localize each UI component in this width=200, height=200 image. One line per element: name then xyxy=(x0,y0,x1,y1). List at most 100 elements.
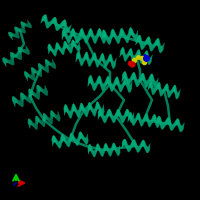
Polygon shape xyxy=(140,75,141,83)
Polygon shape xyxy=(9,33,12,38)
Polygon shape xyxy=(92,55,93,63)
Polygon shape xyxy=(38,117,40,123)
Polygon shape xyxy=(48,60,51,66)
Polygon shape xyxy=(62,134,63,141)
Polygon shape xyxy=(38,117,40,123)
Polygon shape xyxy=(144,77,145,84)
Polygon shape xyxy=(155,116,156,123)
Polygon shape xyxy=(18,48,21,54)
Polygon shape xyxy=(120,30,121,38)
Polygon shape xyxy=(98,76,99,84)
Polygon shape xyxy=(55,18,56,25)
Polygon shape xyxy=(129,49,131,55)
Polygon shape xyxy=(18,50,21,55)
Polygon shape xyxy=(124,139,125,145)
Polygon shape xyxy=(79,133,80,139)
Polygon shape xyxy=(165,84,167,91)
Polygon shape xyxy=(5,58,9,63)
Polygon shape xyxy=(83,105,84,113)
Polygon shape xyxy=(21,23,24,28)
Polygon shape xyxy=(124,71,125,79)
Polygon shape xyxy=(139,36,141,43)
Polygon shape xyxy=(131,75,132,82)
Polygon shape xyxy=(21,22,24,27)
Polygon shape xyxy=(39,63,42,69)
Polygon shape xyxy=(19,47,23,52)
Polygon shape xyxy=(114,80,115,88)
Polygon shape xyxy=(139,51,140,58)
Polygon shape xyxy=(157,117,158,123)
Polygon shape xyxy=(156,84,157,91)
Polygon shape xyxy=(23,22,26,26)
Polygon shape xyxy=(147,37,148,44)
Polygon shape xyxy=(130,112,131,119)
Polygon shape xyxy=(106,144,107,151)
Polygon shape xyxy=(45,63,48,69)
Polygon shape xyxy=(131,49,132,56)
Polygon shape xyxy=(138,35,139,42)
Polygon shape xyxy=(165,84,166,91)
Polygon shape xyxy=(21,48,24,53)
Polygon shape xyxy=(137,36,139,43)
Polygon shape xyxy=(109,78,110,86)
Polygon shape xyxy=(62,135,63,142)
Polygon shape xyxy=(72,41,73,48)
Polygon shape xyxy=(17,27,21,32)
Polygon shape xyxy=(154,114,155,121)
Polygon shape xyxy=(122,28,123,36)
Polygon shape xyxy=(46,59,49,65)
Polygon shape xyxy=(122,47,123,54)
Polygon shape xyxy=(145,51,146,58)
Polygon shape xyxy=(168,118,169,124)
Polygon shape xyxy=(179,122,180,129)
Polygon shape xyxy=(18,47,22,52)
Polygon shape xyxy=(98,144,99,151)
Polygon shape xyxy=(147,53,148,60)
Polygon shape xyxy=(128,115,129,121)
Polygon shape xyxy=(55,20,57,27)
Polygon shape xyxy=(129,49,130,56)
Polygon shape xyxy=(31,70,34,75)
Polygon shape xyxy=(139,115,140,122)
Polygon shape xyxy=(67,43,68,50)
Polygon shape xyxy=(35,69,38,75)
Polygon shape xyxy=(89,102,90,110)
Polygon shape xyxy=(79,134,80,141)
Polygon shape xyxy=(31,68,34,74)
Polygon shape xyxy=(128,51,129,58)
Polygon shape xyxy=(12,98,15,104)
Polygon shape xyxy=(136,38,137,45)
Polygon shape xyxy=(16,98,19,105)
Polygon shape xyxy=(159,42,160,49)
Polygon shape xyxy=(136,114,137,121)
Polygon shape xyxy=(25,71,28,77)
Polygon shape xyxy=(123,49,124,56)
Polygon shape xyxy=(87,53,88,60)
Polygon shape xyxy=(159,86,161,93)
Polygon shape xyxy=(167,118,168,124)
Polygon shape xyxy=(113,143,114,150)
Polygon shape xyxy=(155,40,156,47)
Polygon shape xyxy=(37,88,40,95)
Polygon shape xyxy=(146,38,147,45)
Polygon shape xyxy=(139,114,140,121)
Polygon shape xyxy=(54,136,55,142)
Polygon shape xyxy=(49,44,50,50)
Polygon shape xyxy=(138,50,139,57)
Polygon shape xyxy=(31,90,34,96)
Polygon shape xyxy=(92,56,93,63)
Polygon shape xyxy=(24,72,28,77)
Polygon shape xyxy=(129,113,130,119)
Polygon shape xyxy=(166,84,168,91)
Polygon shape xyxy=(18,49,21,54)
Polygon shape xyxy=(75,106,76,114)
Polygon shape xyxy=(24,94,27,101)
Polygon shape xyxy=(177,119,178,125)
Polygon shape xyxy=(45,114,47,120)
Polygon shape xyxy=(149,40,150,47)
Polygon shape xyxy=(104,145,105,152)
Polygon shape xyxy=(65,104,66,112)
Polygon shape xyxy=(29,89,32,95)
Polygon shape xyxy=(12,33,16,37)
Polygon shape xyxy=(22,22,25,26)
